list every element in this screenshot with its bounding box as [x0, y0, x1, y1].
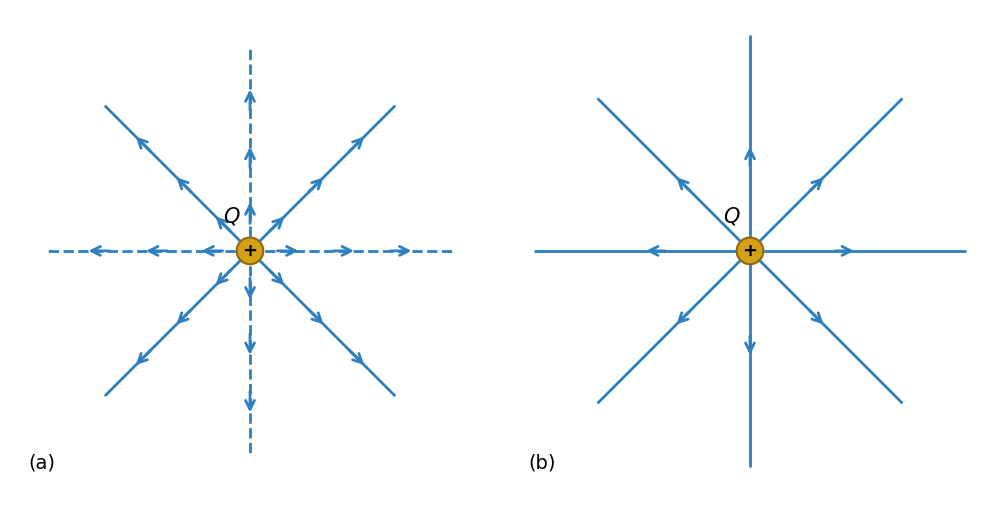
Text: Q: Q — [223, 206, 240, 226]
Text: (b): (b) — [528, 454, 556, 473]
Text: +: + — [243, 242, 258, 260]
Circle shape — [737, 238, 763, 264]
Text: Q: Q — [723, 206, 740, 226]
Circle shape — [237, 238, 263, 264]
Text: +: + — [742, 242, 758, 260]
Text: (a): (a) — [28, 454, 55, 473]
